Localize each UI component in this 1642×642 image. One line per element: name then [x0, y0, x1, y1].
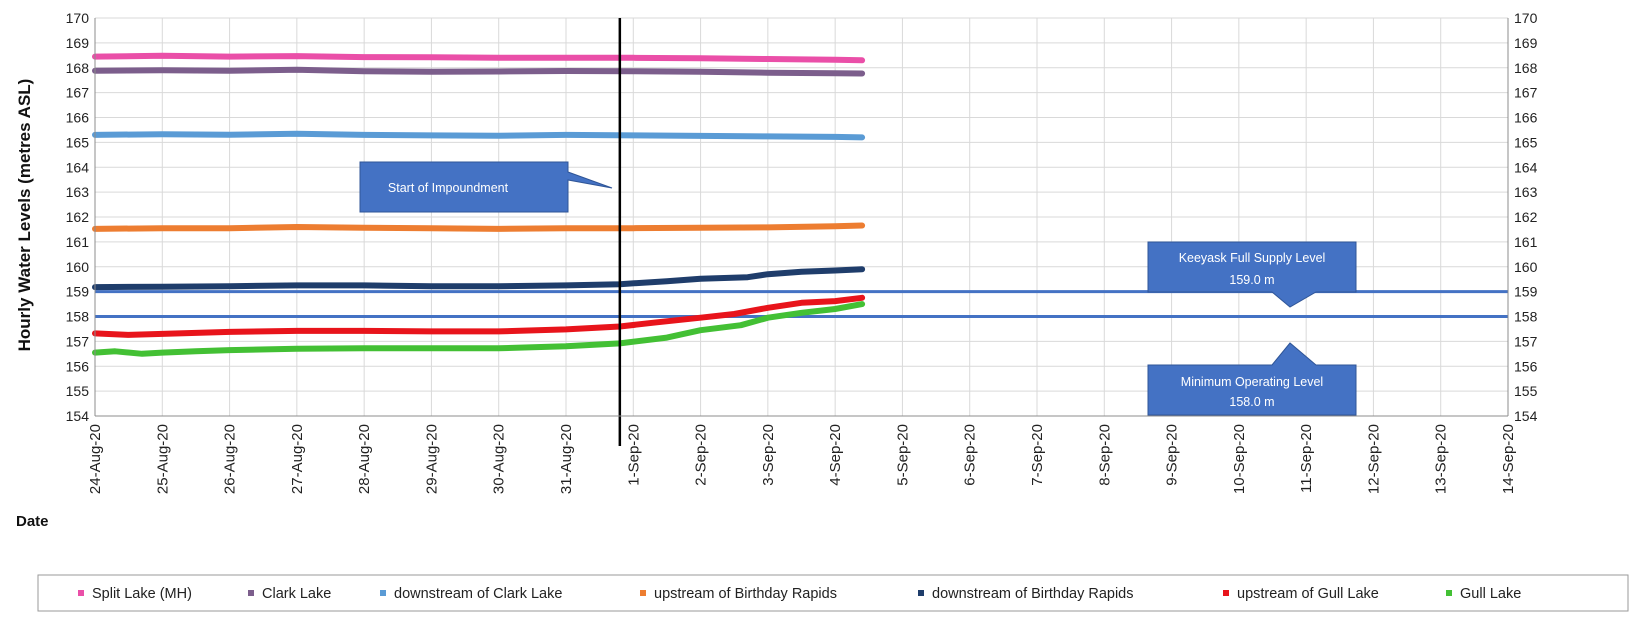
y-tick-label-left: 166 [66, 110, 90, 126]
legend-marker-3 [640, 590, 646, 596]
x-tick-label: 26-Aug-20 [222, 424, 239, 494]
x-tick-label: 2-Sep-20 [693, 424, 710, 486]
series-line-2 [92, 130, 866, 141]
callout-full-supply [1147, 241, 1357, 308]
y-tick-label-left: 157 [66, 333, 90, 349]
y-tick-label-left: 170 [66, 10, 90, 26]
y-tick-label-left: 159 [66, 284, 90, 300]
callouts: Start of Impoundment Keeyask Full Supply … [359, 161, 1357, 416]
series-line-0 [92, 52, 866, 64]
x-tick-label: 24-Aug-20 [87, 424, 104, 494]
y-tick-label-right: 154 [1514, 408, 1538, 424]
y-tick-label-right: 157 [1514, 333, 1538, 349]
callout-min-operating-value: 158.0 m [1229, 395, 1274, 409]
series-line-6 [92, 301, 866, 357]
legend-marker-4 [918, 590, 924, 596]
series-line-3 [92, 222, 866, 232]
x-tick-label: 14-Sep-20 [1500, 424, 1517, 494]
x-tick-label: 8-Sep-20 [1096, 424, 1113, 486]
x-tick-label: 1-Sep-20 [625, 424, 642, 486]
legend-marker-2 [380, 590, 386, 596]
legend-frame [37, 574, 1629, 612]
x-tick-label: 30-Aug-20 [491, 424, 508, 494]
x-tick-label: 5-Sep-20 [894, 424, 911, 486]
x-tick-label: 27-Aug-20 [289, 424, 306, 494]
y-tick-label-right: 161 [1514, 234, 1538, 250]
y-tick-label-right: 167 [1514, 85, 1538, 101]
callout-full-supply-text: Keeyask Full Supply Level [1179, 251, 1326, 265]
y-tick-label-right: 165 [1514, 134, 1538, 150]
x-tick-label: 29-Aug-20 [423, 424, 440, 494]
x-tick-label: 3-Sep-20 [760, 424, 777, 486]
callout-full-supply-value: 159.0 m [1229, 273, 1274, 287]
y-tick-label-right: 166 [1514, 110, 1538, 126]
legend-marker-6 [1446, 590, 1452, 596]
axes [94, 18, 1509, 417]
x-ticks: 24-Aug-20 25-Aug-20 26-Aug-20 27-Aug-20 28-A… [87, 424, 1517, 494]
x-tick-label: 9-Sep-20 [1164, 424, 1181, 486]
y-tick-label-right: 162 [1514, 209, 1538, 225]
y-tick-label-right: 155 [1514, 383, 1538, 399]
legend-label-2: downstream of Clark Lake [394, 586, 562, 602]
legend-marker-1 [248, 590, 254, 596]
x-axis-title: Date [16, 513, 49, 530]
y-tick-label-right: 159 [1514, 284, 1538, 300]
y-tick-label-right: 170 [1514, 10, 1538, 26]
legend-label-4: downstream of Birthday Rapids [932, 586, 1134, 602]
x-tick-label: 4-Sep-20 [827, 424, 844, 486]
y-tick-label-right: 168 [1514, 60, 1538, 76]
series-line-5 [92, 294, 866, 338]
x-tick-label: 12-Sep-20 [1365, 424, 1382, 494]
y-tick-label-left: 158 [66, 309, 90, 325]
y-ticks-right: 154 155 156 157 158 159 160 161 162 163 164 165 166 1… [1514, 10, 1538, 424]
callout-impoundment [359, 161, 613, 213]
callout-min-operating [1147, 342, 1357, 416]
y-tick-label-left: 167 [66, 85, 90, 101]
y-tick-label-left: 165 [66, 134, 90, 150]
callout-min-operating-text: Minimum Operating Level [1181, 375, 1323, 389]
y-tick-label-left: 161 [66, 234, 90, 250]
x-tick-label: 7-Sep-20 [1029, 424, 1046, 486]
legend-marker-0 [78, 590, 84, 596]
callout-impoundment-text: Start of Impoundment [388, 181, 509, 195]
y-tick-label-left: 169 [66, 35, 90, 51]
legend-label-1: Clark Lake [262, 586, 331, 602]
x-tick-label: 6-Sep-20 [962, 424, 979, 486]
legend-label-3: upstream of Birthday Rapids [654, 586, 837, 602]
y-tick-label-left: 154 [66, 408, 90, 424]
x-tick-label: 25-Aug-20 [154, 424, 171, 494]
y-tick-label-left: 164 [66, 159, 90, 175]
x-tick-label: 28-Aug-20 [356, 424, 373, 494]
x-tick-label: 31-Aug-20 [558, 424, 575, 494]
y-tick-label-left: 156 [66, 358, 90, 374]
y-tick-label-left: 168 [66, 60, 90, 76]
legend-marker-5 [1223, 590, 1229, 596]
series-line-4 [92, 266, 866, 291]
y-tick-label-right: 164 [1514, 159, 1538, 175]
y-ticks-left: 154 155 156 157 158 159 160 161 162 163 164 165 166 1… [66, 10, 90, 424]
legend-label-0: Split Lake (MH) [92, 586, 192, 602]
legend-label-6: Gull Lake [1460, 586, 1521, 602]
y-tick-label-right: 163 [1514, 184, 1538, 200]
x-tick-label: 10-Sep-20 [1231, 424, 1248, 494]
legend-label-5: upstream of Gull Lake [1237, 586, 1379, 602]
y-tick-label-right: 169 [1514, 35, 1538, 51]
y-tick-label-left: 155 [66, 383, 90, 399]
y-tick-label-left: 163 [66, 184, 90, 200]
x-tick-label: 13-Sep-20 [1433, 424, 1450, 494]
y-tick-label-right: 156 [1514, 358, 1538, 374]
x-tick-label: 11-Sep-20 [1298, 424, 1315, 493]
legend: Split Lake (MH) Clark Lake downstream of C… [37, 574, 1629, 612]
y-axis-title: Hourly Water Levels (metres ASL) [15, 79, 34, 352]
y-tick-label-right: 160 [1514, 259, 1538, 275]
y-tick-label-left: 160 [66, 259, 90, 275]
y-tick-label-right: 158 [1514, 309, 1538, 325]
y-tick-label-left: 162 [66, 209, 90, 225]
series-group [92, 52, 866, 357]
series-line-1 [92, 66, 866, 77]
